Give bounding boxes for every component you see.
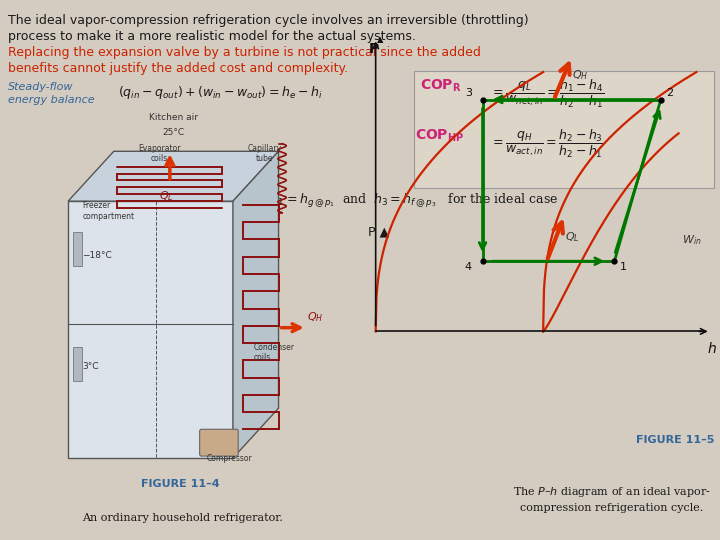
Text: P: P: [369, 42, 379, 56]
Text: Evaporator
coils: Evaporator coils: [138, 144, 181, 163]
Polygon shape: [68, 201, 233, 458]
Polygon shape: [233, 151, 279, 458]
Text: $Q_L$: $Q_L$: [159, 190, 174, 204]
Text: $= \dfrac{q_H}{w_{act,in}} = \dfrac{h_2 - h_3}{h_2 - h_1}$: $= \dfrac{q_H}{w_{act,in}} = \dfrac{h_2 …: [490, 128, 604, 160]
Text: 3°C: 3°C: [82, 362, 99, 371]
FancyBboxPatch shape: [414, 71, 714, 188]
Text: The ideal vapor-compression refrigeration cycle involves an irreversible (thrott: The ideal vapor-compression refrigeratio…: [8, 14, 528, 27]
Text: $Q_L$: $Q_L$: [564, 230, 579, 244]
Text: 1: 1: [620, 262, 627, 272]
Text: benefits cannot justify the added cost and complexity.: benefits cannot justify the added cost a…: [8, 62, 348, 75]
Text: Steady-flow: Steady-flow: [8, 82, 73, 92]
Text: An ordinary household refrigerator.: An ordinary household refrigerator.: [81, 513, 282, 523]
Text: energy balance: energy balance: [8, 95, 94, 105]
Text: ▲: ▲: [377, 35, 384, 44]
Text: Compressor: Compressor: [207, 454, 252, 463]
Text: Freezer
compartment: Freezer compartment: [82, 201, 135, 220]
Text: 2: 2: [666, 89, 673, 98]
FancyBboxPatch shape: [199, 429, 238, 456]
Bar: [73, 232, 82, 266]
Text: $h$: $h$: [707, 341, 717, 355]
Text: $\mathbf{COP_{HP}}$: $\mathbf{COP_{HP}}$: [415, 128, 464, 144]
Text: $(q_{in} - q_{out}) + (w_{in} - w_{out}) = h_e - h_i$: $(q_{in} - q_{out}) + (w_{in} - w_{out})…: [118, 84, 323, 101]
Text: FIGURE 11–5: FIGURE 11–5: [636, 435, 714, 445]
Text: Replacing the expansion valve by a turbine is not practical since the added: Replacing the expansion valve by a turbi…: [8, 46, 481, 59]
Text: $h_1 = h_{g\,@\,p_1}$  and  $h_3 = h_{f\,@\,p_3}$   for the ideal case: $h_1 = h_{g\,@\,p_1}$ and $h_3 = h_{f\,@…: [270, 192, 559, 210]
Text: 3: 3: [465, 89, 472, 98]
Text: P ▲: P ▲: [368, 225, 389, 238]
Polygon shape: [68, 151, 279, 201]
Text: The $P$–$h$ diagram of an ideal vapor-
compression refrigeration cycle.: The $P$–$h$ diagram of an ideal vapor- c…: [513, 485, 711, 513]
Text: process to make it a more realistic model for the actual systems.: process to make it a more realistic mode…: [8, 30, 416, 43]
Text: $W_{in}$: $W_{in}$: [682, 233, 702, 247]
Bar: [73, 347, 82, 381]
Text: 25°C: 25°C: [162, 129, 184, 137]
Text: Capillary
tube: Capillary tube: [248, 144, 282, 163]
Text: −18°C: −18°C: [82, 251, 112, 260]
Text: $Q_H$: $Q_H$: [307, 310, 323, 324]
Text: 4: 4: [465, 262, 472, 272]
Text: Kitchen air: Kitchen air: [149, 113, 198, 122]
Text: $= \dfrac{q_L}{w_{net,in}} = \dfrac{h_1 - h_4}{h_2 - h_1}$: $= \dfrac{q_L}{w_{net,in}} = \dfrac{h_1 …: [490, 78, 605, 110]
Text: $\mathbf{COP_R}$: $\mathbf{COP_R}$: [420, 78, 462, 94]
Text: $Q_H$: $Q_H$: [572, 68, 588, 82]
Text: Condenser
coils: Condenser coils: [254, 343, 295, 362]
Text: FIGURE 11–4: FIGURE 11–4: [141, 478, 220, 489]
